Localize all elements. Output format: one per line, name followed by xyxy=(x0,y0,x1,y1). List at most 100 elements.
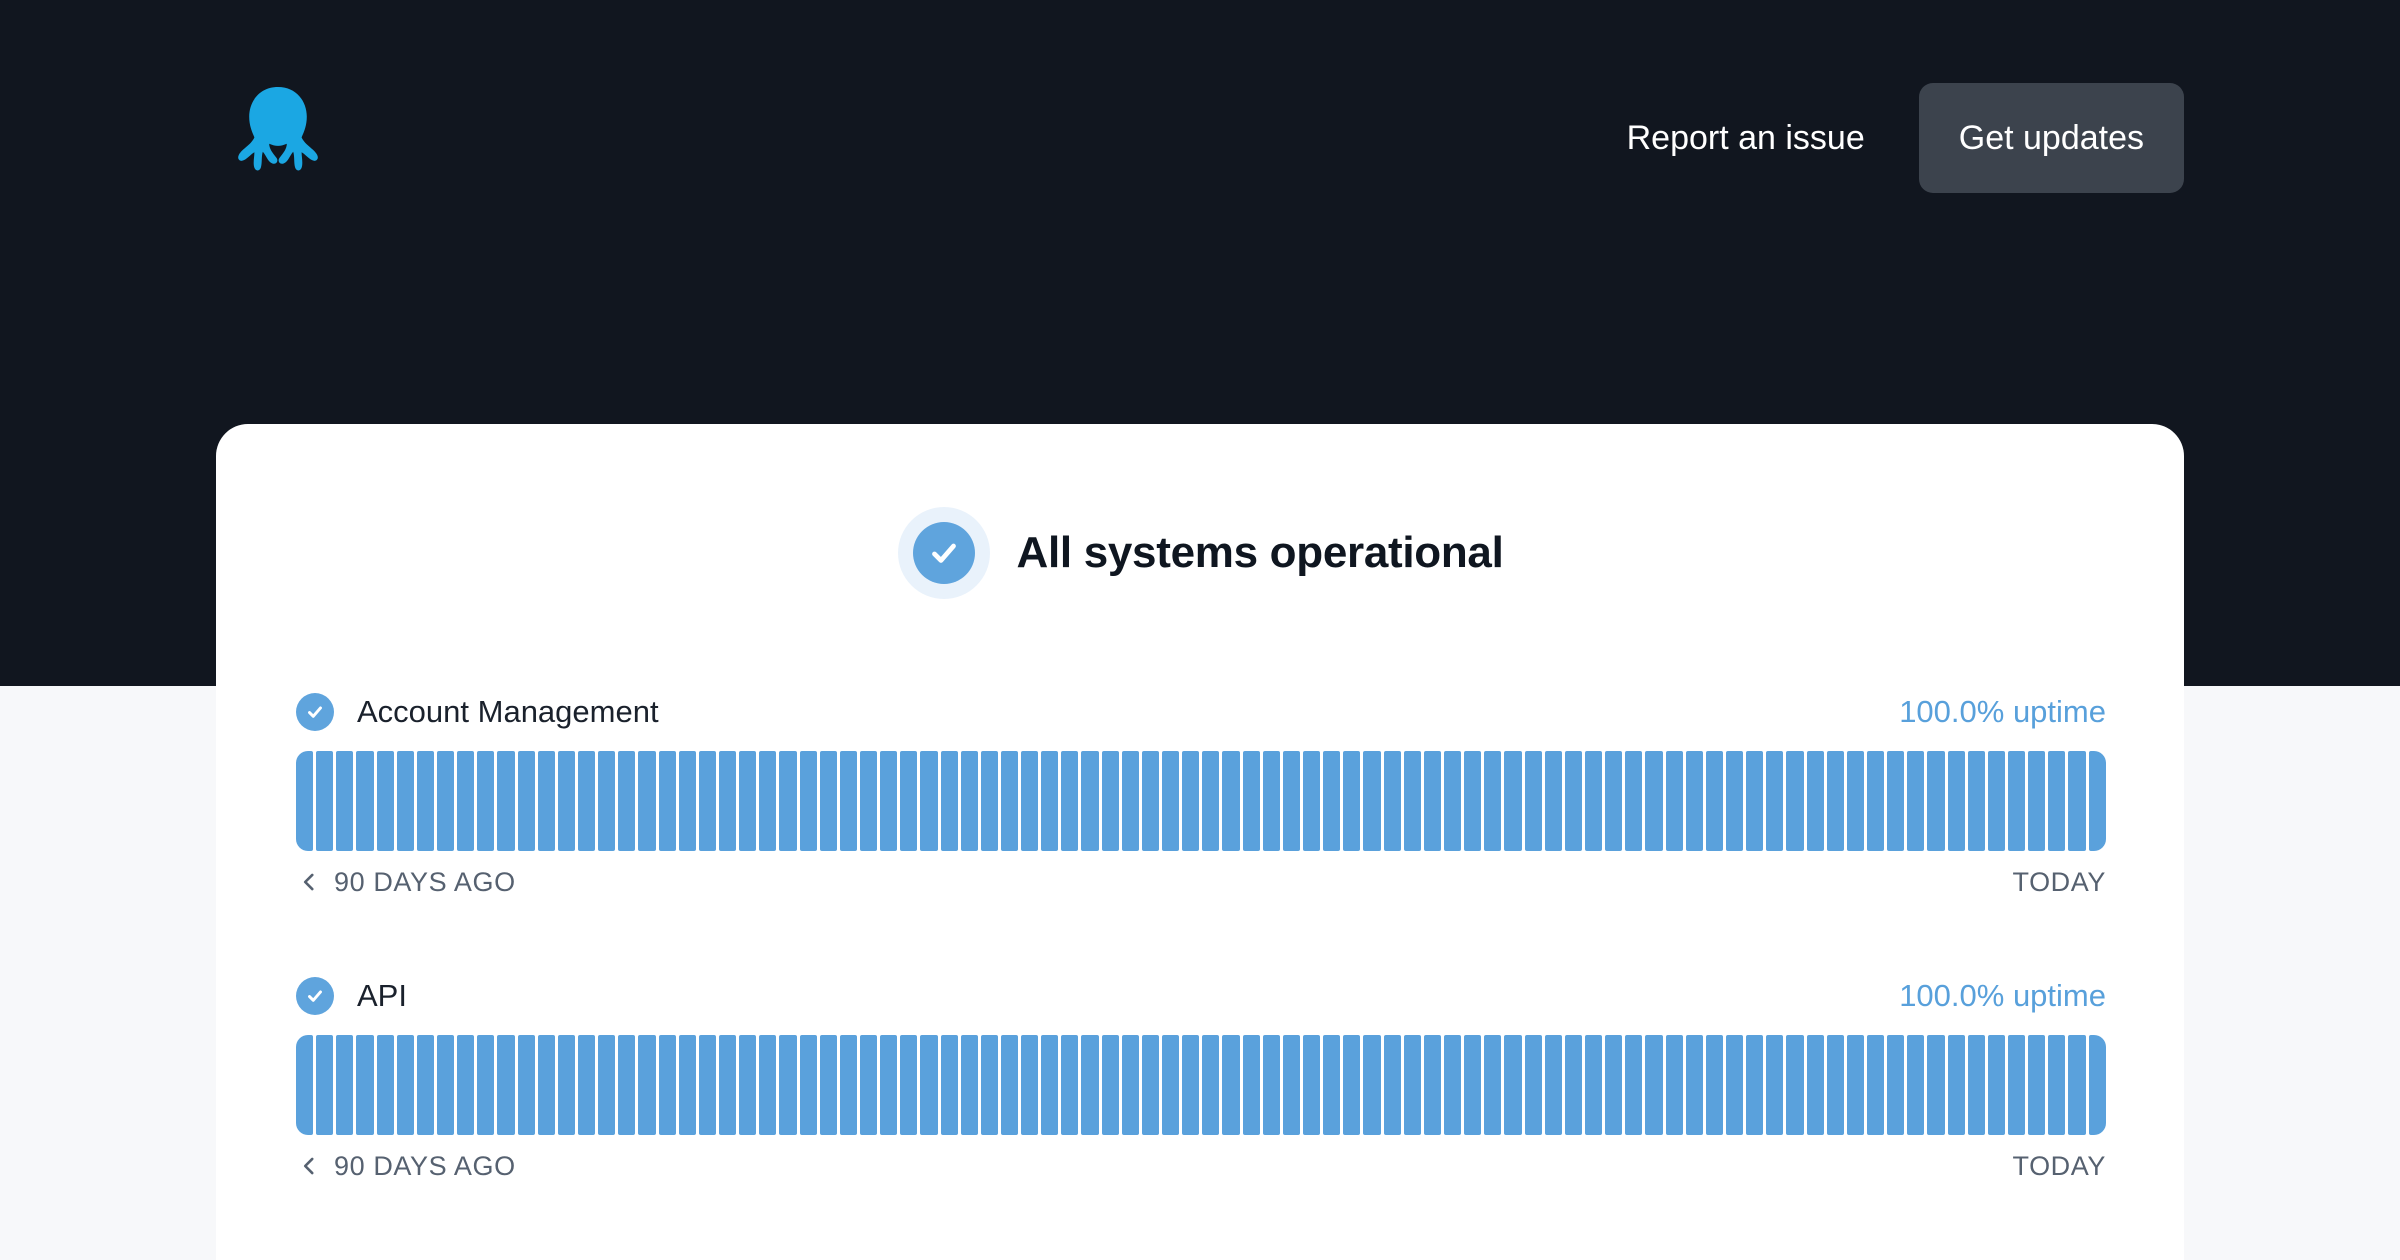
uptime-day-bar[interactable] xyxy=(1907,751,1925,851)
uptime-day-bar[interactable] xyxy=(577,751,596,851)
uptime-day-bar[interactable] xyxy=(900,1035,918,1135)
uptime-day-bar[interactable] xyxy=(2028,751,2046,851)
uptime-day-bar[interactable] xyxy=(1705,1035,1723,1135)
uptime-day-bar[interactable] xyxy=(1564,751,1582,851)
uptime-day-bar[interactable] xyxy=(1363,751,1381,851)
uptime-day-bar[interactable] xyxy=(2068,1035,2086,1135)
uptime-day-bar[interactable] xyxy=(1947,751,1965,851)
uptime-day-bar[interactable] xyxy=(537,751,555,851)
uptime-day-bar[interactable] xyxy=(819,751,837,851)
uptime-day-bar[interactable] xyxy=(1121,751,1139,851)
uptime-day-bar[interactable] xyxy=(1967,1035,1985,1135)
uptime-day-bar[interactable] xyxy=(1544,1035,1562,1135)
uptime-day-bar[interactable] xyxy=(356,1035,374,1135)
uptime-day-bar[interactable] xyxy=(1725,751,1744,851)
uptime-day-bar[interactable] xyxy=(1383,751,1401,851)
uptime-day-bar[interactable] xyxy=(1927,751,1945,851)
uptime-day-bar[interactable] xyxy=(1806,751,1824,851)
uptime-day-bar[interactable] xyxy=(1464,751,1482,851)
uptime-day-bar[interactable] xyxy=(698,1035,716,1135)
uptime-day-bar[interactable] xyxy=(2007,751,2026,851)
uptime-day-bar[interactable] xyxy=(1061,1035,1079,1135)
uptime-day-bar[interactable] xyxy=(1927,1035,1945,1135)
uptime-day-bar[interactable] xyxy=(557,751,575,851)
uptime-day-bar[interactable] xyxy=(2068,751,2086,851)
uptime-day-bar[interactable] xyxy=(1403,751,1421,851)
uptime-day-bar[interactable] xyxy=(598,751,616,851)
uptime-day-bar[interactable] xyxy=(799,1035,817,1135)
uptime-day-bar[interactable] xyxy=(336,751,354,851)
uptime-day-bar[interactable] xyxy=(718,751,737,851)
uptime-day-bar[interactable] xyxy=(920,1035,938,1135)
uptime-day-bar[interactable] xyxy=(678,1035,696,1135)
uptime-day-bar[interactable] xyxy=(859,751,878,851)
uptime-day-bar[interactable] xyxy=(1081,1035,1099,1135)
uptime-day-bar[interactable] xyxy=(316,1035,334,1135)
uptime-day-bar[interactable] xyxy=(1846,1035,1864,1135)
uptime-day-bar[interactable] xyxy=(1081,751,1099,851)
uptime-day-bar[interactable] xyxy=(1383,1035,1401,1135)
uptime-day-bar[interactable] xyxy=(1162,751,1180,851)
uptime-day-bar[interactable] xyxy=(416,1035,434,1135)
uptime-day-bar[interactable] xyxy=(1625,1035,1643,1135)
uptime-day-bar[interactable] xyxy=(1786,751,1804,851)
uptime-day-bar[interactable] xyxy=(1343,1035,1361,1135)
uptime-day-bar[interactable] xyxy=(739,751,757,851)
uptime-day-bar[interactable] xyxy=(2007,1035,2026,1135)
uptime-day-bar[interactable] xyxy=(819,1035,837,1135)
uptime-day-bar[interactable] xyxy=(1585,751,1603,851)
uptime-day-bar[interactable] xyxy=(1202,1035,1220,1135)
uptime-day-bar[interactable] xyxy=(1182,1035,1200,1135)
octopus-logo[interactable] xyxy=(230,79,326,191)
uptime-day-bar[interactable] xyxy=(698,751,716,851)
uptime-day-bar[interactable] xyxy=(859,1035,878,1135)
uptime-day-bar[interactable] xyxy=(1484,751,1502,851)
uptime-day-bar[interactable] xyxy=(1987,751,2005,851)
uptime-day-bar[interactable] xyxy=(618,751,636,851)
uptime-day-bar[interactable] xyxy=(376,1035,394,1135)
uptime-day-bar[interactable] xyxy=(1242,751,1260,851)
uptime-day-bar[interactable] xyxy=(1786,1035,1804,1135)
uptime-day-bar[interactable] xyxy=(1303,1035,1321,1135)
chevron-left-icon[interactable] xyxy=(296,869,322,895)
chevron-left-icon[interactable] xyxy=(296,1153,322,1179)
uptime-day-bar[interactable] xyxy=(920,751,938,851)
uptime-day-bar[interactable] xyxy=(618,1035,636,1135)
uptime-day-bar[interactable] xyxy=(1665,1035,1683,1135)
uptime-day-bar[interactable] xyxy=(2088,751,2106,851)
uptime-day-bar[interactable] xyxy=(658,751,676,851)
uptime-day-bar[interactable] xyxy=(396,1035,414,1135)
get-updates-button[interactable]: Get updates xyxy=(1918,83,2184,193)
uptime-day-bar[interactable] xyxy=(1222,1035,1240,1135)
uptime-day-bar[interactable] xyxy=(1605,751,1623,851)
uptime-day-bar[interactable] xyxy=(1887,1035,1905,1135)
uptime-day-bar[interactable] xyxy=(1705,751,1723,851)
uptime-day-bar[interactable] xyxy=(1182,751,1200,851)
uptime-day-bar[interactable] xyxy=(1000,751,1019,851)
uptime-day-bar[interactable] xyxy=(980,1035,998,1135)
uptime-day-bar[interactable] xyxy=(1444,751,1462,851)
uptime-day-bar[interactable] xyxy=(296,751,314,851)
uptime-day-bar[interactable] xyxy=(880,751,898,851)
uptime-day-bar[interactable] xyxy=(477,1035,495,1135)
uptime-day-bar[interactable] xyxy=(457,751,475,851)
uptime-day-bar[interactable] xyxy=(577,1035,596,1135)
uptime-day-bar[interactable] xyxy=(1343,751,1361,851)
uptime-day-bar[interactable] xyxy=(1746,1035,1764,1135)
uptime-day-bar[interactable] xyxy=(376,751,394,851)
uptime-day-bar[interactable] xyxy=(1605,1035,1623,1135)
uptime-day-bar[interactable] xyxy=(1423,1035,1442,1135)
uptime-day-bar[interactable] xyxy=(658,1035,676,1135)
uptime-day-bar[interactable] xyxy=(557,1035,575,1135)
uptime-day-bar[interactable] xyxy=(1323,751,1341,851)
uptime-day-bar[interactable] xyxy=(1000,1035,1019,1135)
uptime-day-bar[interactable] xyxy=(1866,751,1885,851)
uptime-day-bar[interactable] xyxy=(416,751,434,851)
uptime-day-bar[interactable] xyxy=(839,1035,857,1135)
uptime-day-bar[interactable] xyxy=(1846,751,1864,851)
uptime-day-bar[interactable] xyxy=(1222,751,1240,851)
uptime-day-bar[interactable] xyxy=(839,751,857,851)
uptime-day-bar[interactable] xyxy=(1282,1035,1301,1135)
uptime-day-bar[interactable] xyxy=(1806,1035,1824,1135)
uptime-day-bar[interactable] xyxy=(1947,1035,1965,1135)
